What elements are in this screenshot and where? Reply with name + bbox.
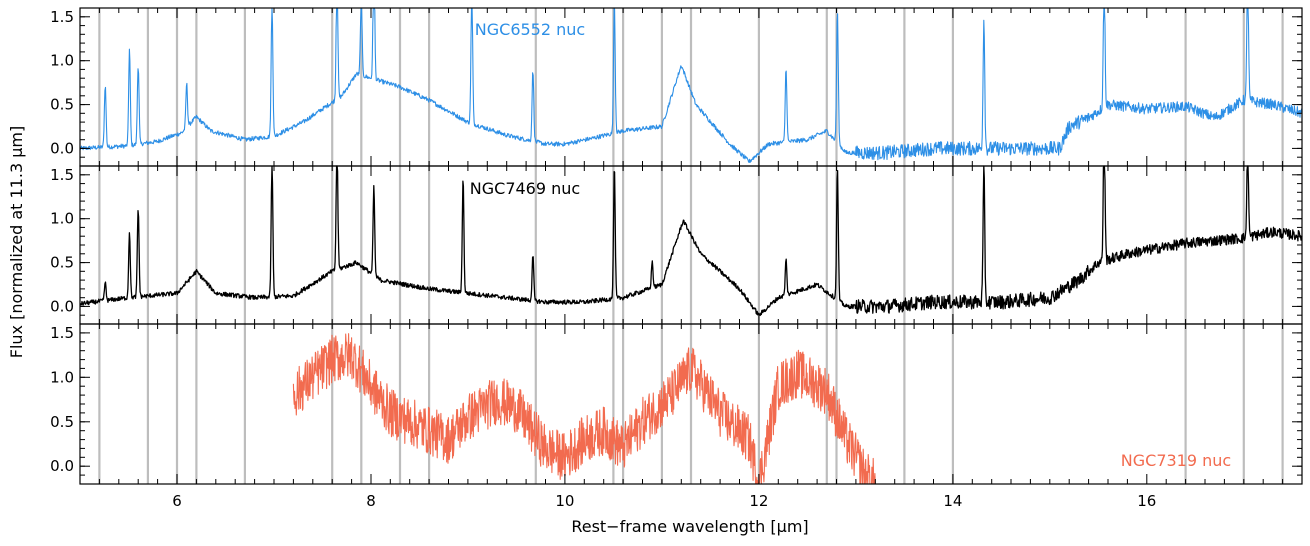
y-tick-label: 1.0	[50, 368, 74, 386]
y-tick-label: 1.5	[50, 324, 74, 342]
y-tick-label: 0.5	[50, 413, 74, 431]
x-tick-label: 14	[943, 492, 962, 510]
spectrum-ngc7469-nuc	[79, 165, 1303, 317]
axis-ticks: 0.0 0.5 1.0 1.5 0.0 0.5 1.0 1.5 0.0 0.5 1.0 1.5 6 8 10…	[50, 8, 1303, 510]
panel-label-bottom: NGC7319 nuc	[1121, 451, 1231, 470]
x-tick-label: 10	[555, 492, 574, 510]
y-tick-label: 0.5	[50, 96, 74, 114]
x-axis-label: Rest−frame wavelength [μm]	[571, 517, 808, 536]
x-tick-label: 12	[749, 492, 768, 510]
y-axis-label: Flux [normalized at 11.3 μm]	[7, 126, 26, 358]
y-tick-label: 1.5	[50, 8, 74, 26]
y-tick-label: 0.0	[50, 297, 74, 315]
x-tick-label: 8	[366, 492, 376, 510]
panel-label-top: NGC6552 nuc	[475, 20, 585, 39]
y-tick-label: 0.5	[50, 254, 74, 272]
x-tick-label: 16	[1137, 492, 1156, 510]
panel-label-middle: NGC7469 nuc	[470, 179, 580, 198]
y-tick-label: 0.0	[50, 139, 74, 157]
spectrum-ngc7319-nuc	[292, 333, 876, 485]
spectra	[79, 7, 1303, 485]
y-tick-label: 0.0	[50, 457, 74, 475]
x-tick-label: 6	[172, 492, 182, 510]
y-tick-label: 1.0	[50, 52, 74, 70]
y-tick-label: 1.5	[50, 166, 74, 184]
spectrum-ngc6552-nuc	[79, 7, 1303, 164]
y-tick-label: 1.0	[50, 210, 74, 228]
